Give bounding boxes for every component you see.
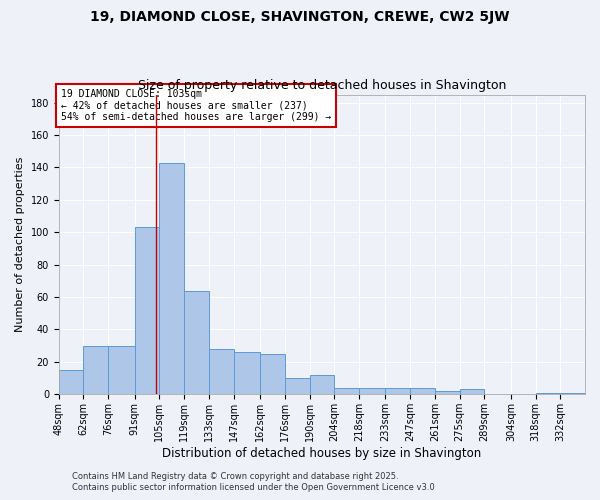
Bar bbox=[233, 352, 260, 395]
Bar bbox=[59, 370, 83, 394]
Bar bbox=[160, 162, 184, 394]
Bar bbox=[334, 388, 359, 394]
Text: 19 DIAMOND CLOSE: 103sqm
← 42% of detached houses are smaller (237)
54% of semi-: 19 DIAMOND CLOSE: 103sqm ← 42% of detach… bbox=[61, 89, 331, 122]
Bar bbox=[460, 390, 484, 394]
Bar bbox=[260, 354, 285, 395]
Bar bbox=[108, 346, 135, 395]
Bar bbox=[83, 346, 108, 395]
Bar bbox=[410, 388, 435, 394]
Bar bbox=[560, 392, 585, 394]
Title: Size of property relative to detached houses in Shavington: Size of property relative to detached ho… bbox=[138, 79, 506, 92]
Bar bbox=[536, 392, 560, 394]
Bar bbox=[359, 388, 385, 394]
Bar bbox=[209, 349, 233, 395]
X-axis label: Distribution of detached houses by size in Shavington: Distribution of detached houses by size … bbox=[162, 447, 482, 460]
Y-axis label: Number of detached properties: Number of detached properties bbox=[15, 156, 25, 332]
Bar bbox=[285, 378, 310, 394]
Text: 19, DIAMOND CLOSE, SHAVINGTON, CREWE, CW2 5JW: 19, DIAMOND CLOSE, SHAVINGTON, CREWE, CW… bbox=[90, 10, 510, 24]
Bar bbox=[385, 388, 410, 394]
Bar bbox=[184, 290, 209, 395]
Bar bbox=[310, 375, 334, 394]
Bar bbox=[135, 228, 160, 394]
Text: Contains HM Land Registry data © Crown copyright and database right 2025.
Contai: Contains HM Land Registry data © Crown c… bbox=[72, 472, 435, 492]
Bar bbox=[435, 391, 460, 394]
